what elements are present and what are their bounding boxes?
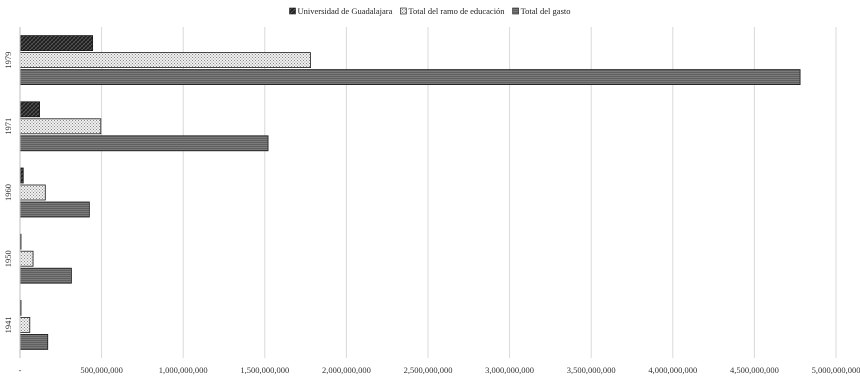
bar-1950-series-1	[19, 250, 34, 267]
x-tick-label: 500,000,000	[80, 365, 123, 375]
bar-1960-series-2	[19, 201, 90, 218]
bar-1979-series-2	[19, 69, 801, 85]
legend-label: Total del gasto	[521, 6, 571, 16]
x-tick-label: 4,000,000,000	[648, 365, 697, 375]
bars	[19, 35, 801, 350]
x-tick-label: 1,500,000,000	[240, 365, 289, 375]
x-tick-label: 1,000,000,000	[159, 365, 208, 375]
bar-1971-series-0	[19, 101, 40, 118]
y-axis: 1979 1971 1960 1950 1941	[3, 52, 13, 334]
bar-1979-series-1	[19, 52, 311, 68]
legend: Universidad de Guadalajara Total del ramo…	[289, 6, 571, 16]
bar-1960-series-1	[19, 184, 46, 201]
category-label: 1960	[3, 184, 13, 201]
legend-swatch	[512, 7, 519, 15]
bar-1950-series-2	[19, 267, 72, 284]
x-tick-label: 4,500,000,000	[730, 365, 779, 375]
x-tick-label: 3,500,000,000	[567, 365, 616, 375]
category-label: 1950	[3, 250, 13, 267]
category-label: 1971	[3, 118, 13, 135]
x-tick-label: 2,500,000,000	[404, 365, 453, 375]
legend-label: Total del ramo de educación	[408, 6, 505, 16]
bar-1941-series-1	[19, 316, 31, 333]
bar-1971-series-2	[19, 135, 269, 152]
category-label: 1979	[3, 52, 13, 69]
x-tick-label: 3,000,000,000	[485, 365, 534, 375]
x-tick-label: -	[19, 365, 22, 375]
legend-label: Universidad de Guadalajara	[298, 6, 393, 16]
x-tick-label: 5,000,000,000	[812, 365, 860, 375]
bar-1979-series-0	[19, 35, 94, 51]
x-axis: - 500,000,000 1,000,000,000 1,500,000,000 2,…	[19, 27, 860, 375]
bar-1971-series-1	[19, 118, 102, 135]
x-tick-label: 2,000,000,000	[322, 365, 371, 375]
legend-swatch	[289, 7, 296, 15]
category-label: 1941	[3, 316, 13, 333]
bar-1941-series-2	[19, 333, 49, 350]
legend-swatch	[400, 7, 407, 15]
